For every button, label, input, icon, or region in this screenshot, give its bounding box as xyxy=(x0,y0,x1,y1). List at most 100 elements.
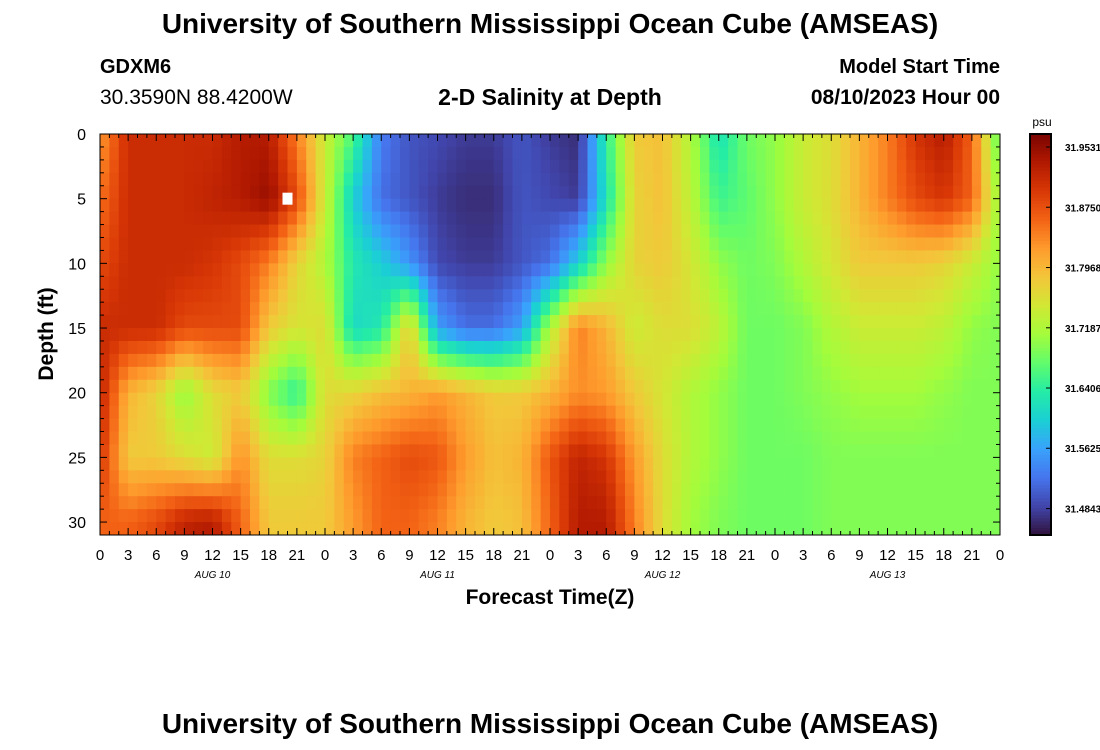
heatmap-cell xyxy=(343,418,354,433)
heatmap-cell xyxy=(128,418,139,433)
heatmap-cell xyxy=(315,457,326,471)
heatmap-cell xyxy=(221,366,232,381)
heatmap-cell xyxy=(803,496,814,510)
heatmap-cell xyxy=(250,172,260,187)
heatmap-cell xyxy=(231,237,242,252)
heatmap-cell xyxy=(287,237,298,252)
heatmap-cell xyxy=(831,134,842,148)
heatmap-cell xyxy=(681,353,692,368)
heatmap-cell xyxy=(812,237,823,252)
heatmap-cell xyxy=(306,379,317,394)
heatmap-cell xyxy=(690,483,701,497)
heatmap-cell xyxy=(231,134,242,148)
heatmap-cell xyxy=(475,444,485,458)
heatmap-cell xyxy=(250,198,260,213)
heatmap-cell xyxy=(503,134,514,148)
heatmap-cell xyxy=(475,146,485,161)
heatmap-cell xyxy=(915,134,926,148)
heatmap-cell xyxy=(840,315,851,329)
heatmap-cell xyxy=(596,366,607,381)
heatmap-cell xyxy=(362,237,373,252)
heatmap-cell xyxy=(493,134,504,148)
heatmap-cell xyxy=(371,159,382,174)
heatmap-cell xyxy=(596,405,607,420)
heatmap-cell xyxy=(765,353,776,368)
colorbar-segment xyxy=(1030,408,1051,412)
heatmap-cell xyxy=(315,134,326,148)
heatmap-cell xyxy=(915,250,926,264)
heatmap-cell xyxy=(390,353,401,368)
heatmap-cell xyxy=(775,392,785,407)
heatmap-cell xyxy=(109,159,120,174)
heatmap-cell xyxy=(925,237,935,252)
heatmap-cell xyxy=(615,392,626,407)
heatmap-cell xyxy=(943,159,954,174)
heatmap-cell xyxy=(653,159,664,174)
heatmap-cell xyxy=(878,134,889,148)
heatmap-cell xyxy=(587,224,598,239)
heatmap-cell xyxy=(934,340,945,355)
heatmap-cell xyxy=(221,159,232,174)
heatmap-cell xyxy=(700,289,710,303)
heatmap-cell xyxy=(756,198,767,213)
heatmap-cell xyxy=(756,159,767,174)
heatmap-cell xyxy=(381,522,392,535)
heatmap-cell xyxy=(203,146,214,161)
heatmap-cell xyxy=(325,496,335,510)
heatmap-cell xyxy=(690,328,701,342)
heatmap-cell xyxy=(840,366,851,381)
heatmap-cell xyxy=(550,315,560,329)
heatmap-cell xyxy=(100,134,110,148)
heatmap-cell xyxy=(981,522,992,535)
heatmap-cell xyxy=(971,263,982,277)
colorbar-segment xyxy=(1030,174,1051,178)
colorbar-segment xyxy=(1030,327,1051,332)
heatmap-cell xyxy=(775,237,785,252)
heatmap-cell xyxy=(981,172,992,187)
heatmap-cell xyxy=(634,237,645,252)
heatmap-cell xyxy=(428,263,439,277)
heatmap-cell xyxy=(175,224,185,239)
heatmap-cell xyxy=(156,418,167,433)
colorbar-segment xyxy=(1030,454,1051,459)
heatmap-cell xyxy=(859,522,870,535)
heatmap-cell xyxy=(662,198,673,213)
heatmap-cell xyxy=(981,405,992,420)
heatmap-cell xyxy=(465,366,476,381)
heatmap-cell xyxy=(925,185,935,200)
heatmap-cell xyxy=(334,302,345,316)
heatmap-cell xyxy=(325,250,335,264)
heatmap-cell xyxy=(850,185,860,200)
heatmap-cell xyxy=(915,379,926,394)
heatmap-cell xyxy=(840,172,851,187)
heatmap-cell xyxy=(118,250,129,264)
heatmap-cell xyxy=(803,405,814,420)
heatmap-cell xyxy=(503,146,514,161)
heatmap-cell xyxy=(578,315,589,329)
heatmap-cell xyxy=(578,237,589,252)
heatmap-cell xyxy=(456,509,467,523)
heatmap-cell xyxy=(962,250,973,264)
heatmap-cell xyxy=(521,237,532,252)
heatmap-cell xyxy=(934,405,945,420)
heatmap-cell xyxy=(343,302,354,316)
heatmap-cell xyxy=(100,198,110,213)
heatmap-cell xyxy=(840,211,851,226)
heatmap-cell xyxy=(146,328,157,342)
heatmap-cell xyxy=(662,379,673,394)
heatmap-cell xyxy=(540,496,551,510)
heatmap-cell xyxy=(943,134,954,148)
heatmap-cell xyxy=(943,353,954,368)
heatmap-cell xyxy=(400,211,410,226)
heatmap-cell xyxy=(390,457,401,471)
heatmap-cell xyxy=(653,302,664,316)
heatmap-cell xyxy=(353,366,364,381)
heatmap-cell xyxy=(859,263,870,277)
heatmap-cell xyxy=(878,146,889,161)
heatmap-cell xyxy=(287,392,298,407)
heatmap-cell xyxy=(756,418,767,433)
heatmap-cell xyxy=(906,496,917,510)
heatmap-cell xyxy=(662,328,673,342)
heatmap-cell xyxy=(803,198,814,213)
heatmap-cell xyxy=(653,379,664,394)
